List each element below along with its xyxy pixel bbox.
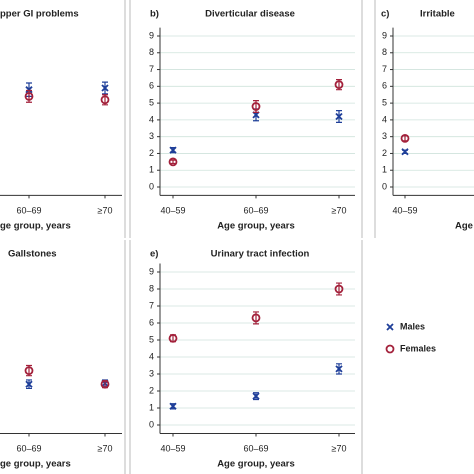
x-tick-label: 40–59 <box>160 443 185 453</box>
y-tick-label: 8 <box>149 283 154 293</box>
y-tick-label: 5 <box>149 334 154 344</box>
x-axis-label: ge group, years <box>0 221 71 232</box>
y-tick-label: 0 <box>149 181 154 191</box>
y-tick-label: 2 <box>149 385 154 395</box>
panel-title: Irritable <box>420 9 455 20</box>
y-tick-label: 9 <box>149 30 154 40</box>
y-tick-label: 2 <box>382 148 387 158</box>
point <box>168 157 178 167</box>
legend-marker <box>385 344 395 354</box>
x-tick-label: ≥70 <box>98 443 113 453</box>
y-tick-label: 6 <box>149 81 154 91</box>
legend-marker <box>386 323 394 331</box>
panel-title: Urinary tract infection <box>211 249 310 260</box>
x-tick-label: ≥70 <box>332 443 347 453</box>
x-tick-label: 40–59 <box>160 205 185 215</box>
point <box>251 313 261 323</box>
point <box>168 333 178 343</box>
x-tick-label: 40–59 <box>392 205 417 215</box>
panel-label: c) <box>381 9 389 20</box>
y-tick-label: 1 <box>149 165 154 175</box>
x-axis-label: Age <box>455 221 473 232</box>
point <box>334 284 344 294</box>
y-tick-label: 6 <box>149 317 154 327</box>
point <box>24 91 34 101</box>
panel-label: b) <box>150 9 159 20</box>
point <box>25 380 33 388</box>
x-tick-label: 60–69 <box>16 443 41 453</box>
legend-label: Males <box>400 321 425 331</box>
y-tick-label: 9 <box>149 266 154 276</box>
panel-title: Gallstones <box>8 249 57 260</box>
error-bar <box>170 159 176 165</box>
x-tick-label: 60–69 <box>16 205 41 215</box>
x-axis-label: Age group, years <box>217 459 295 470</box>
y-tick-label: 8 <box>382 47 387 57</box>
panel-label: e) <box>150 249 158 260</box>
point <box>335 112 343 121</box>
point <box>334 80 344 90</box>
point <box>251 102 261 111</box>
x-tick-label: 60–69 <box>243 443 268 453</box>
point <box>24 366 34 376</box>
y-tick-label: 7 <box>149 300 154 310</box>
y-tick-label: 7 <box>149 64 154 74</box>
y-tick-label: 5 <box>382 97 387 107</box>
x-tick-label: ≥70 <box>98 205 113 215</box>
point <box>25 86 33 94</box>
y-tick-label: 2 <box>149 148 154 158</box>
point <box>335 365 343 373</box>
panel-title: pper GI problems <box>0 9 79 20</box>
y-tick-label: 5 <box>149 97 154 107</box>
x-axis-label: ge group, years <box>0 459 71 470</box>
y-tick-label: 9 <box>382 30 387 40</box>
y-tick-label: 7 <box>382 64 387 74</box>
panel-title: Diverticular disease <box>205 9 295 20</box>
y-tick-label: 3 <box>382 131 387 141</box>
y-tick-label: 3 <box>149 368 154 378</box>
point <box>169 146 177 154</box>
y-tick-label: 0 <box>149 419 154 429</box>
x-axis-label: Age group, years <box>217 221 295 232</box>
y-tick-label: 4 <box>149 114 154 124</box>
point <box>101 84 109 92</box>
y-tick-label: 1 <box>382 165 387 175</box>
y-tick-label: 8 <box>149 47 154 57</box>
y-tick-label: 6 <box>382 81 387 91</box>
x-tick-label: 60–69 <box>243 205 268 215</box>
point <box>401 148 409 156</box>
point <box>252 392 260 400</box>
legend-label: Females <box>400 343 436 353</box>
y-tick-label: 3 <box>149 131 154 141</box>
point <box>400 133 410 143</box>
x-tick-label: ≥70 <box>332 205 347 215</box>
point <box>169 402 177 410</box>
point <box>100 379 110 389</box>
y-tick-label: 4 <box>149 351 154 361</box>
y-tick-label: 4 <box>382 114 387 124</box>
y-tick-label: 1 <box>149 402 154 412</box>
point <box>100 95 110 105</box>
y-tick-label: 0 <box>382 181 387 191</box>
